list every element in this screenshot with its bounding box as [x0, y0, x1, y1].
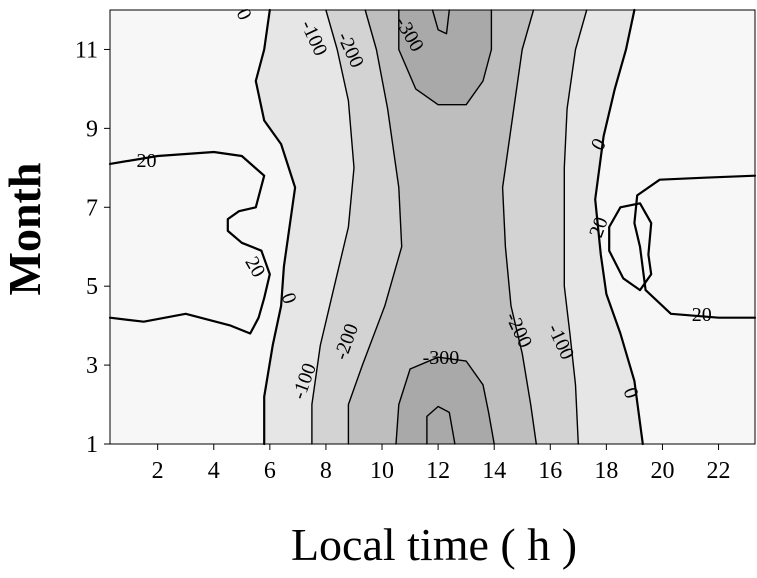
- contour-label-group-16: 20: [692, 304, 712, 326]
- x-tick-label: 16: [538, 458, 562, 484]
- plot-frame: [109, 9, 756, 445]
- x-tick-label: 10: [370, 458, 394, 484]
- contour-line-1: [108, 150, 271, 335]
- contour-label: 20: [137, 150, 157, 172]
- contour-label: 20: [692, 304, 712, 326]
- y-tick-label: 11: [75, 37, 98, 63]
- contour-line-13: [426, 405, 456, 445]
- x-axis-title: Local time ( h ): [291, 519, 577, 570]
- y-axis-title: Month: [0, 163, 50, 296]
- contour-line-7: [563, 9, 588, 445]
- contour-label-group-1: 20: [137, 150, 157, 172]
- contour-line-3: [608, 202, 653, 292]
- contour-line-10: [398, 9, 493, 106]
- x-tick-label: 20: [650, 458, 674, 484]
- contour-band-3: [348, 10, 537, 444]
- contour-line-2: [633, 174, 757, 319]
- x-tick-label: 4: [208, 458, 220, 484]
- x-axis-ticks: 2 4 6 8 10 12 14 16 18 20 22: [152, 444, 731, 484]
- x-tick-label: 8: [320, 458, 332, 484]
- contour-lines: [108, 8, 757, 446]
- contour-line-6: [311, 9, 355, 445]
- x-tick-label: 14: [482, 458, 506, 484]
- contour-line-9: [501, 9, 537, 445]
- contour-region-1: [398, 10, 492, 105]
- contour-line-4: [254, 8, 297, 446]
- contour-line-11: [395, 356, 495, 445]
- y-axis-ticks: 1 3 5 7 9 11: [75, 37, 110, 458]
- contour-label-group-4: 0: [277, 290, 301, 307]
- contour-region-2: [396, 357, 495, 444]
- contour-label: -300: [423, 347, 460, 369]
- contour-line-8: [347, 9, 403, 445]
- contour-label-group-13: 0: [619, 385, 643, 402]
- y-tick-label: 5: [86, 274, 98, 300]
- y-tick-label: 3: [86, 353, 98, 379]
- x-tick-label: 2: [152, 458, 164, 484]
- contour-line-12: [431, 9, 450, 35]
- y-tick-label: 9: [86, 116, 98, 142]
- x-tick-label: 22: [707, 458, 731, 484]
- x-tick-label: 18: [594, 458, 618, 484]
- contour-label-group-10: -300: [423, 347, 460, 369]
- x-tick-label: 12: [426, 458, 450, 484]
- x-tick-label: 6: [264, 458, 276, 484]
- y-tick-label: 7: [86, 195, 98, 221]
- contour-line-5: [594, 8, 644, 446]
- y-tick-label: 1: [86, 432, 98, 458]
